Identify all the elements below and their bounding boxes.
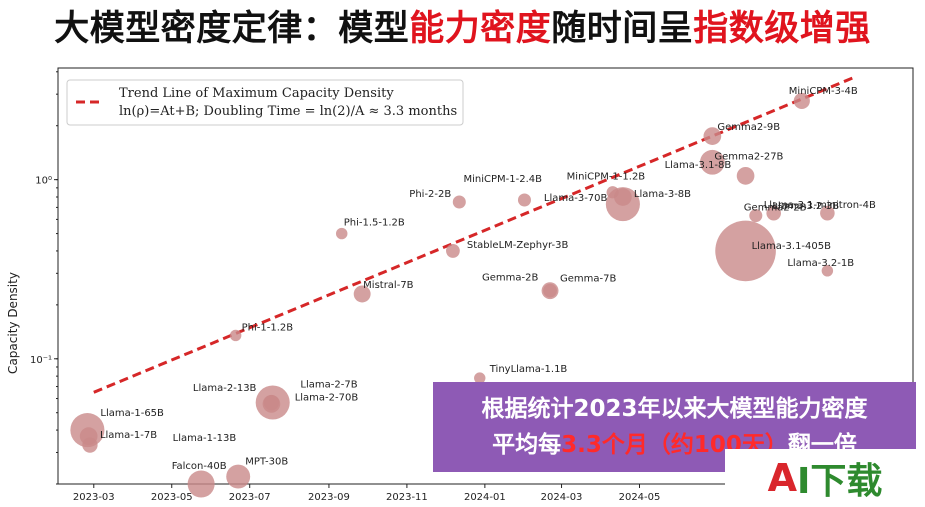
data-point: [614, 188, 632, 206]
y-tick-label: 10⁰: [35, 176, 52, 187]
watermark-logo: A I下载: [725, 449, 925, 507]
data-point: [699, 149, 725, 175]
x-tick-label: 2024-01: [464, 492, 506, 503]
scatter-chart: 2023-03 2023-05 2023-07 2023-09 2023-11 2024-…: [6, 67, 914, 503]
x-tick-label: 2024-05: [619, 492, 661, 503]
legend-box: [66, 79, 464, 126]
point-label: Gemma2-27B: [714, 151, 783, 162]
x-tick-label: 2023-05: [151, 492, 193, 503]
data-point: [446, 244, 460, 258]
point-label: Gemma2-2B: [744, 203, 807, 214]
logo-a: A: [767, 456, 797, 500]
headline-part1: 大模型密度定律：模型: [54, 9, 410, 49]
data-point: [703, 127, 722, 145]
point-label: MiniCPM-3-4B: [789, 86, 858, 97]
point-label: Llama-3-70B: [544, 193, 608, 204]
point-label: Gemma2-9B: [717, 122, 780, 133]
headline-part4: 指数级增强: [693, 9, 871, 49]
point-label: Phi-2-2B: [409, 189, 451, 200]
logo-mark: A I下载: [768, 452, 883, 504]
y-tick-label: 10⁻¹: [30, 355, 52, 366]
point-label: MPT-30B: [245, 457, 288, 468]
point-label: Mistral-7B: [363, 280, 414, 291]
point-label: Llama-1-65B: [100, 408, 164, 419]
trend-line: [93, 76, 854, 394]
x-tick-label: 2023-03: [73, 492, 115, 503]
point-label: Llama-3.1-minitron-4B: [764, 200, 876, 211]
headline-part3: 随时间呈: [551, 9, 694, 49]
point-label: Llama-3.1-8B: [665, 160, 732, 171]
data-point: [820, 205, 835, 221]
data-point: [263, 394, 280, 411]
plot-frame: [57, 67, 914, 485]
data-point: [541, 282, 559, 300]
data-point: [793, 92, 810, 110]
summary-prefix: 平均每: [492, 432, 562, 458]
legend-entry: ln(ρ)=At+B; Doubling Time = ln(2)/A ≈ 3.…: [119, 104, 457, 119]
x-tick-label: 2023-09: [308, 492, 350, 503]
logo-text: I下载: [797, 461, 883, 502]
point-label: TinyLlama-1.1B: [489, 364, 568, 375]
point-label: Phi-1-1.2B: [242, 322, 294, 333]
legend-entry: Trend Line of Maximum Capacity Density: [119, 86, 394, 101]
data-point: [474, 372, 486, 384]
x-tick-label: 2023-11: [386, 492, 428, 503]
summary-line-1: 根据统计2023年以来大模型能力密度: [481, 396, 868, 422]
headline-part2: 能力密度: [409, 9, 552, 49]
y-axis-label: Capacity Density: [6, 272, 20, 374]
point-label: Llama-2-13B: [193, 383, 257, 394]
point-label: Llama-3-8B: [634, 189, 691, 200]
data-point: [736, 167, 755, 185]
point-label: Llama-3.2-1B: [787, 258, 854, 269]
x-tick-label: 2024-03: [541, 492, 583, 503]
data-point: [766, 205, 781, 221]
data-point: [79, 427, 98, 445]
headline: 大模型密度定律：模型能力密度随时间呈指数级增强: [0, 0, 925, 58]
point-label: Gemma-7B: [560, 274, 616, 285]
data-point: [821, 265, 834, 277]
data-point: [715, 220, 776, 282]
point-label: StableLM-Zephyr-3B: [467, 240, 569, 251]
data-point: [749, 209, 763, 223]
data-point: [187, 470, 215, 498]
point-label: Llama-2-7B: [300, 380, 357, 391]
point-label: Llama-1-13B: [173, 433, 237, 444]
point-label: MiniCPM-1-2.4B: [463, 174, 542, 185]
point-label: Llama-3.2-3B: [772, 201, 839, 212]
data-point: [226, 464, 251, 489]
data-point: [517, 193, 531, 207]
point-label: MiniCPM-1-1.2B: [567, 171, 646, 182]
point-label: Falcon-40B: [172, 461, 227, 472]
data-point: [452, 195, 466, 209]
point-label: Llama-3.1-405B: [752, 241, 832, 252]
point-label: Llama-2-70B: [295, 393, 359, 404]
data-point: [229, 329, 242, 342]
x-tick-label: 2023-07: [229, 492, 271, 503]
point-label: Phi-1.5-1.2B: [344, 218, 405, 229]
point-label: Llama-1-7B: [100, 430, 157, 441]
summary-banner: 根据统计2023年以来大模型能力密度 平均每3.3个月（约100天）翻一倍: [433, 382, 916, 472]
data-point: [353, 285, 371, 303]
point-label: Gemma-2B: [482, 273, 538, 284]
data-point: [335, 227, 348, 240]
